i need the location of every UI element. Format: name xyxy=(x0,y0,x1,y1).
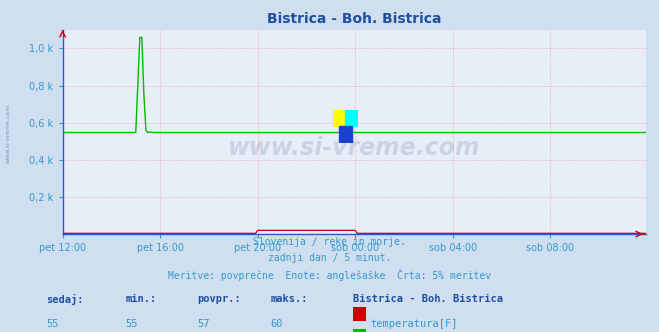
Text: temperatura[F]: temperatura[F] xyxy=(370,319,458,329)
Text: povpr.:: povpr.: xyxy=(198,294,241,304)
Title: Bistrica - Boh. Bistrica: Bistrica - Boh. Bistrica xyxy=(267,12,442,26)
Text: 55: 55 xyxy=(125,319,138,329)
Text: Bistrica - Boh. Bistrica: Bistrica - Boh. Bistrica xyxy=(353,294,503,304)
Text: Slovenija / reke in morje.: Slovenija / reke in morje. xyxy=(253,237,406,247)
Bar xyxy=(333,110,345,126)
Text: min.:: min.: xyxy=(125,294,156,304)
Bar xyxy=(345,110,358,126)
Text: Meritve: povprečne  Enote: anglešaške  Črta: 5% meritev: Meritve: povprečne Enote: anglešaške Črt… xyxy=(168,269,491,281)
Text: maks.:: maks.: xyxy=(270,294,308,304)
Text: zadnji dan / 5 minut.: zadnji dan / 5 minut. xyxy=(268,253,391,263)
Text: www.si-vreme.com: www.si-vreme.com xyxy=(228,136,480,160)
Text: 55: 55 xyxy=(46,319,59,329)
Text: 60: 60 xyxy=(270,319,283,329)
Text: sedaj:: sedaj: xyxy=(46,294,84,305)
Bar xyxy=(339,126,352,143)
Text: 57: 57 xyxy=(198,319,210,329)
Text: www.si-vreme.com: www.si-vreme.com xyxy=(5,103,11,163)
